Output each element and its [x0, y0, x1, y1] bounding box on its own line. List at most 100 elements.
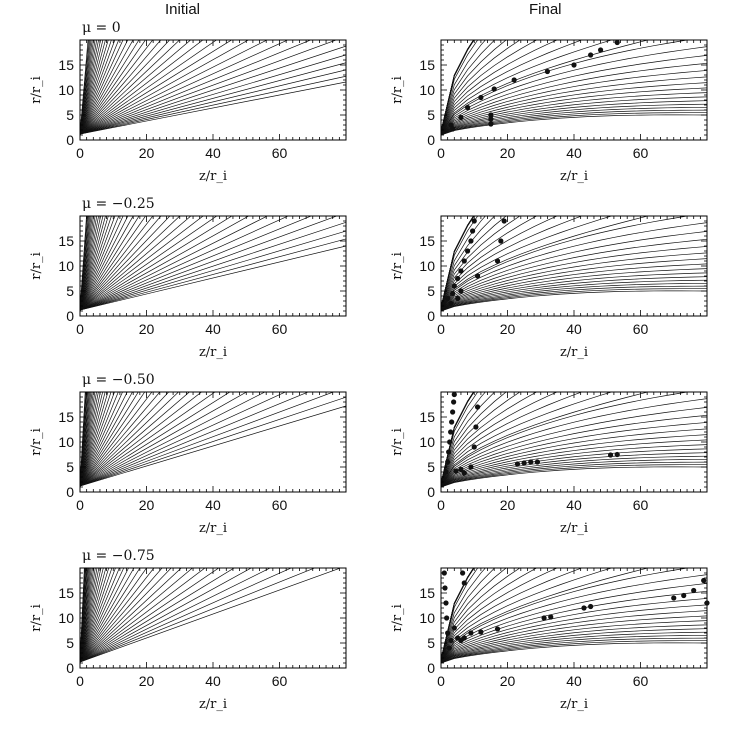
y-tick-label: 15: [58, 409, 74, 425]
streamline: [441, 279, 707, 311]
y-axis-label: r/r_i: [390, 604, 405, 631]
streamline: [80, 40, 129, 135]
streamline: [80, 568, 342, 663]
streamline: [441, 392, 474, 484]
streamline: [80, 216, 181, 311]
streamline: [441, 624, 707, 663]
streamline: [441, 444, 707, 487]
streamline: [80, 568, 206, 663]
x-axis-label: z/r_i: [560, 521, 588, 536]
data-point: [491, 86, 497, 92]
streamline: [80, 568, 194, 663]
streamline: [80, 216, 171, 311]
streamline: [80, 216, 134, 311]
data-point: [671, 595, 677, 601]
streamlines: [441, 568, 707, 664]
streamline: [441, 568, 475, 660]
data-point: [451, 391, 457, 398]
data-point: [446, 645, 452, 651]
streamline: [441, 216, 613, 310]
streamline: [441, 272, 707, 311]
streamline: [80, 40, 268, 135]
data-point: [451, 625, 457, 631]
y-tick-label: 10: [58, 610, 74, 626]
streamline: [441, 414, 707, 487]
streamline: [441, 216, 474, 308]
streamline: [441, 216, 474, 308]
streamline: [80, 392, 170, 487]
data-point: [446, 449, 452, 455]
y-tick-label: 0: [427, 132, 435, 148]
streamline: [80, 392, 161, 487]
streamline: [80, 568, 147, 663]
mu-label: μ = −0.75: [82, 548, 155, 564]
data-point: [461, 258, 467, 264]
streamline: [441, 458, 707, 488]
streamline: [80, 392, 139, 487]
streamline: [441, 55, 707, 134]
x-tick-label: 0: [437, 321, 445, 337]
data-point: [473, 424, 479, 430]
streamline: [441, 106, 707, 136]
x-tick-label: 40: [566, 673, 582, 689]
data-point: [691, 587, 697, 594]
streamline: [441, 109, 707, 136]
data-point: [534, 459, 541, 465]
streamline: [80, 405, 346, 487]
panel: 0 20 40 60 0 5 10 15 z/r_i r/r_i: [390, 39, 708, 184]
streamline: [80, 40, 181, 135]
streamline: [441, 216, 475, 308]
streamline: [80, 568, 292, 663]
data-point: [511, 77, 517, 83]
streamline: [441, 263, 707, 311]
data-point: [607, 452, 614, 458]
streamline: [80, 568, 135, 663]
streamline: [80, 40, 140, 135]
streamline: [441, 461, 707, 488]
data-point: [441, 570, 447, 576]
x-axis-label: z/r_i: [560, 345, 588, 360]
data-point: [458, 114, 464, 121]
data-point: [461, 635, 467, 641]
data-point: [448, 300, 454, 307]
y-tick-label: 15: [419, 409, 435, 425]
data-point: [474, 404, 481, 410]
x-tick-label: 20: [139, 673, 155, 689]
streamline: [441, 407, 707, 486]
data-point: [468, 238, 474, 244]
x-tick-label: 20: [500, 497, 516, 513]
streamline: [441, 40, 507, 133]
streamline: [441, 40, 558, 134]
streamline: [441, 574, 707, 662]
data-point: [541, 615, 547, 621]
data-point: [450, 290, 456, 297]
data-point: [448, 429, 454, 435]
streamline: [441, 216, 496, 309]
streamline: [441, 231, 707, 310]
x-tick-label: 20: [500, 321, 516, 337]
panel: 0 20 40 60 0 5 10 15 z/r_i r/r_i μ = 0: [29, 20, 347, 184]
panel: 0 20 40 60 0 5 10 15 z/r_i r/r_i: [390, 567, 710, 712]
data-point: [450, 409, 456, 415]
data-point: [571, 62, 577, 68]
data-point: [443, 600, 449, 606]
y-tick-label: 10: [419, 258, 435, 274]
data-point: [458, 288, 464, 294]
streamline: [441, 216, 690, 310]
x-tick-label: 60: [633, 321, 649, 337]
streamline: [80, 45, 346, 135]
streamline: [80, 216, 162, 311]
streamline: [80, 216, 140, 311]
streamline: [441, 428, 707, 487]
data-point: [450, 126, 456, 132]
streamline: [80, 216, 204, 311]
data-point: [445, 459, 451, 465]
data-point: [474, 273, 481, 279]
data-point: [614, 39, 620, 46]
streamline: [441, 40, 521, 134]
streamline: [80, 392, 266, 487]
streamline: [80, 238, 346, 311]
x-tick-label: 20: [139, 497, 155, 513]
x-tick-label: 40: [566, 497, 582, 513]
streamline: [80, 40, 250, 135]
